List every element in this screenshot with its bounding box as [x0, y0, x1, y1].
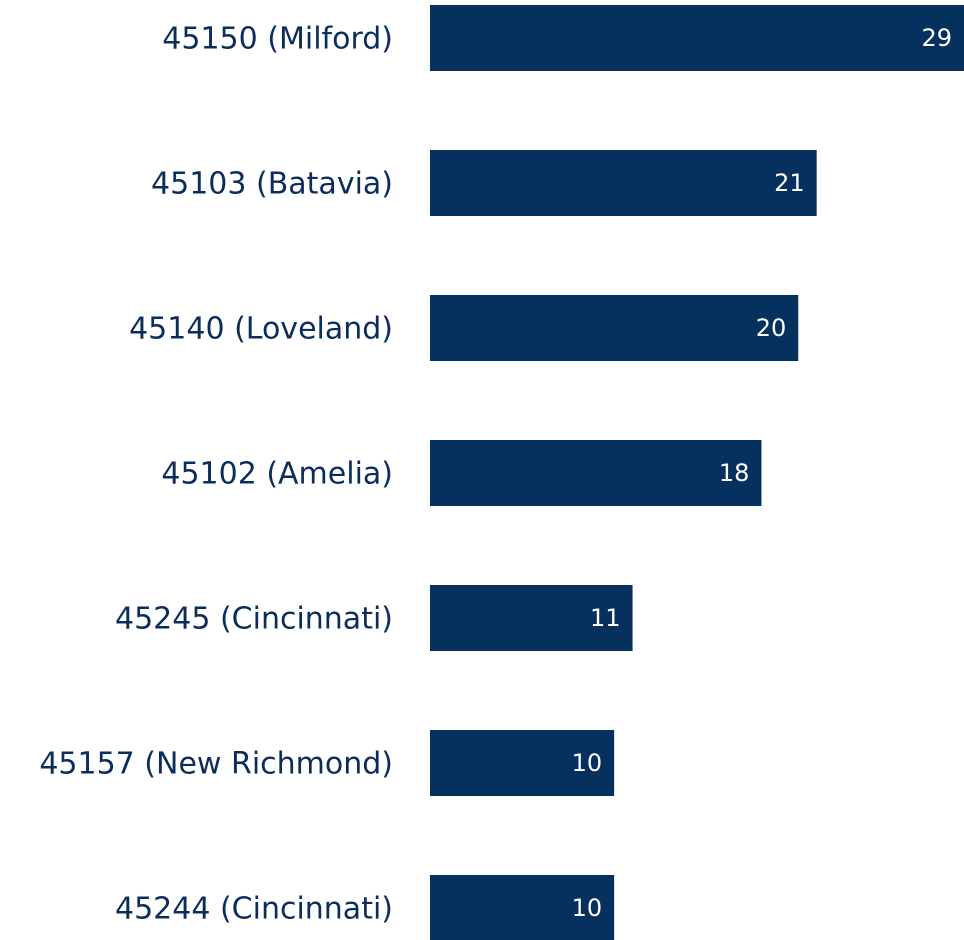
category-label: 45103 (Batavia): [151, 167, 393, 202]
value-label: 10: [572, 894, 603, 922]
value-label: 11: [590, 604, 621, 632]
bar: [430, 875, 615, 940]
value-label: 21: [774, 169, 805, 197]
bar: [430, 440, 762, 506]
category-label: 45140 (Loveland): [129, 312, 393, 347]
category-label: 45244 (Cincinnati): [115, 892, 393, 927]
category-label: 45102 (Amelia): [161, 457, 393, 492]
bar: [430, 150, 817, 216]
bar: [430, 5, 964, 71]
bar: [430, 730, 615, 796]
value-label: 10: [572, 749, 603, 777]
category-label: 45157 (New Richmond): [39, 747, 393, 782]
bar: [430, 585, 633, 651]
category-label: 45245 (Cincinnati): [115, 602, 393, 637]
bar: [430, 295, 799, 361]
category-label: 45150 (Milford): [162, 22, 393, 57]
value-label: 18: [719, 459, 750, 487]
value-label: 20: [756, 314, 787, 342]
value-label: 29: [921, 24, 952, 52]
